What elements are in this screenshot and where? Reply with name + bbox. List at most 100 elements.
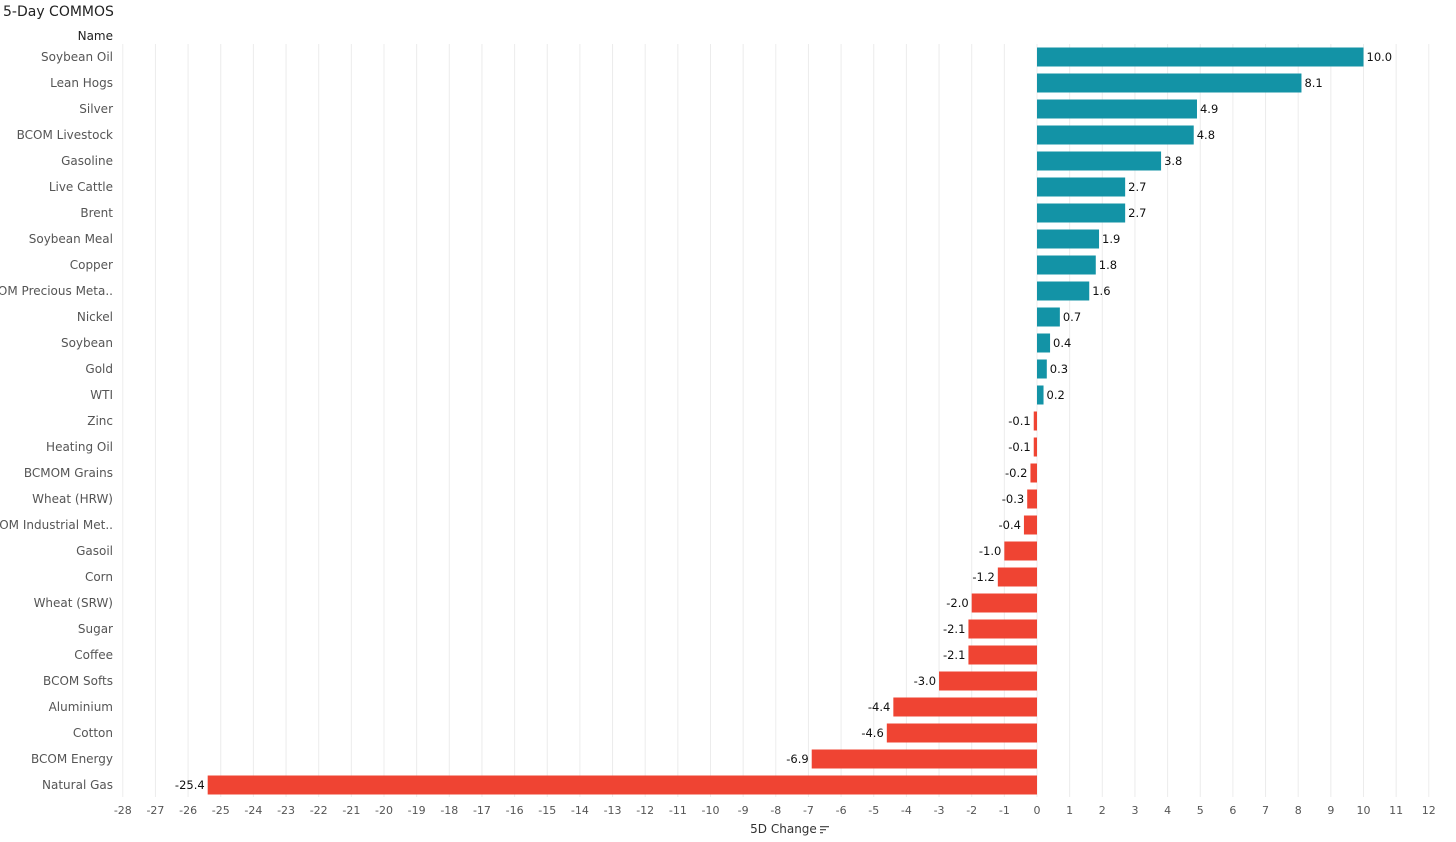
category-label: Soybean Oil bbox=[41, 50, 113, 64]
x-tick-label: -4 bbox=[901, 804, 912, 817]
x-tick-label: -17 bbox=[473, 804, 491, 817]
data-label: -25.4 bbox=[175, 778, 205, 792]
data-label: 0.4 bbox=[1053, 336, 1071, 350]
category-label: Heating Oil bbox=[46, 440, 113, 454]
category-label: Cotton bbox=[73, 726, 113, 740]
bar[interactable] bbox=[207, 775, 1037, 795]
bar[interactable] bbox=[1033, 437, 1037, 457]
data-label: -2.0 bbox=[946, 596, 968, 610]
bar[interactable] bbox=[1033, 411, 1037, 431]
x-tick-label: 0 bbox=[1034, 804, 1041, 817]
data-label: 2.7 bbox=[1128, 206, 1146, 220]
bar[interactable] bbox=[886, 723, 1037, 743]
x-tick-label: -26 bbox=[179, 804, 197, 817]
data-label: 0.2 bbox=[1047, 388, 1065, 402]
data-label: 0.7 bbox=[1063, 310, 1081, 324]
data-label: -2.1 bbox=[943, 622, 965, 636]
x-tick-label: -23 bbox=[277, 804, 295, 817]
x-tick-label: 10 bbox=[1357, 804, 1371, 817]
bar[interactable] bbox=[1030, 463, 1037, 483]
x-tick-label: -5 bbox=[868, 804, 879, 817]
bar[interactable] bbox=[1004, 541, 1037, 561]
x-tick-label: -1 bbox=[999, 804, 1010, 817]
sort-descending-icon[interactable] bbox=[819, 823, 830, 837]
bar[interactable] bbox=[1037, 255, 1096, 275]
bar[interactable] bbox=[893, 697, 1037, 717]
bar[interactable] bbox=[1037, 307, 1060, 327]
bar[interactable] bbox=[1037, 99, 1197, 119]
x-tick-label: -11 bbox=[669, 804, 687, 817]
chart-title: 5-Day COMMOS bbox=[3, 4, 114, 20]
bar[interactable] bbox=[1037, 177, 1126, 197]
category-label: BCOM Livestock bbox=[17, 128, 113, 142]
bar[interactable] bbox=[1037, 229, 1100, 249]
category-label: Copper bbox=[70, 258, 113, 272]
x-tick-label: 8 bbox=[1295, 804, 1302, 817]
data-label: -1.2 bbox=[972, 570, 994, 584]
bar[interactable] bbox=[1037, 385, 1044, 405]
data-label: 1.6 bbox=[1092, 284, 1110, 298]
data-label: 3.8 bbox=[1164, 154, 1182, 168]
category-label: Silver bbox=[79, 102, 113, 116]
category-label: BCOM Precious Meta.. bbox=[0, 284, 113, 298]
x-tick-label: -28 bbox=[114, 804, 132, 817]
data-label: -0.1 bbox=[1008, 414, 1030, 428]
bar[interactable] bbox=[1037, 151, 1162, 171]
x-tick-label: 5 bbox=[1197, 804, 1204, 817]
bar[interactable] bbox=[939, 671, 1037, 691]
x-tick-label: 2 bbox=[1099, 804, 1106, 817]
x-tick-label: 12 bbox=[1422, 804, 1436, 817]
bar[interactable] bbox=[1037, 359, 1047, 379]
bar[interactable] bbox=[1037, 47, 1364, 67]
bar[interactable] bbox=[1037, 125, 1194, 145]
bar[interactable] bbox=[1027, 489, 1037, 509]
category-label: Brent bbox=[80, 206, 113, 220]
bar[interactable] bbox=[997, 567, 1037, 587]
x-tick-label: -20 bbox=[375, 804, 393, 817]
x-tick-label: 6 bbox=[1229, 804, 1236, 817]
x-axis-title[interactable]: 5D Change bbox=[700, 822, 880, 837]
category-label: Sugar bbox=[78, 622, 113, 636]
data-label: -1.0 bbox=[979, 544, 1001, 558]
category-label: Corn bbox=[85, 570, 113, 584]
x-tick-label: -19 bbox=[408, 804, 426, 817]
category-label: Wheat (HRW) bbox=[32, 492, 113, 506]
x-tick-label: -16 bbox=[506, 804, 524, 817]
category-label: Soybean Meal bbox=[29, 232, 113, 246]
x-tick-label: -12 bbox=[636, 804, 654, 817]
data-label: -0.2 bbox=[1005, 466, 1027, 480]
category-label: Coffee bbox=[74, 648, 113, 662]
bar[interactable] bbox=[1037, 73, 1302, 93]
x-tick-label: 1 bbox=[1066, 804, 1073, 817]
category-label: BCMOM Grains bbox=[24, 466, 113, 480]
category-labels: Soybean Oil Lean Hogs Silver BCOM Livestock… bbox=[0, 50, 113, 792]
x-tick-label: -3 bbox=[934, 804, 945, 817]
data-label: 1.9 bbox=[1102, 232, 1120, 246]
bar[interactable] bbox=[1037, 281, 1090, 301]
column-header-name[interactable]: Name bbox=[77, 29, 113, 43]
bar[interactable] bbox=[968, 619, 1037, 639]
data-label: -4.4 bbox=[868, 700, 890, 714]
bars bbox=[207, 47, 1364, 795]
x-tick-label: 9 bbox=[1327, 804, 1334, 817]
bar[interactable] bbox=[1023, 515, 1037, 535]
x-tick-label: -24 bbox=[244, 804, 262, 817]
category-label: Wheat (SRW) bbox=[34, 596, 113, 610]
data-label: 1.8 bbox=[1099, 258, 1117, 272]
data-label: -0.1 bbox=[1008, 440, 1030, 454]
bar[interactable] bbox=[968, 645, 1037, 665]
x-tick-label: -8 bbox=[770, 804, 781, 817]
x-tick-label: -2 bbox=[966, 804, 977, 817]
category-label: Live Cattle bbox=[49, 180, 113, 194]
x-axis-label: 5D Change bbox=[750, 822, 817, 836]
bar[interactable] bbox=[811, 749, 1037, 769]
data-label: -6.9 bbox=[786, 752, 808, 766]
grid-lines bbox=[122, 44, 1430, 797]
bar[interactable] bbox=[1037, 203, 1126, 223]
bar[interactable] bbox=[971, 593, 1037, 613]
data-label: -0.3 bbox=[1002, 492, 1024, 506]
data-label: 0.3 bbox=[1050, 362, 1068, 376]
bar[interactable] bbox=[1037, 333, 1051, 353]
category-label: Zinc bbox=[87, 414, 113, 428]
data-label: -4.6 bbox=[861, 726, 883, 740]
